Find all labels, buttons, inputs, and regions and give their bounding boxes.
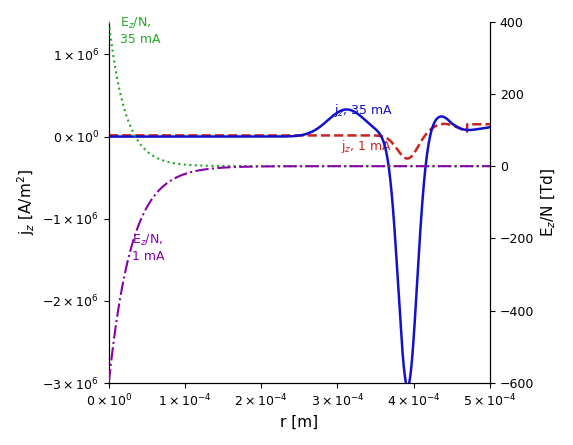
Text: E$_z$/N,
35 mA: E$_z$/N, 35 mA — [120, 16, 160, 46]
X-axis label: r [m]: r [m] — [280, 415, 319, 430]
Text: E$_z$/N,
1 mA: E$_z$/N, 1 mA — [132, 233, 164, 263]
Y-axis label: E$_z$/N [Td]: E$_z$/N [Td] — [540, 168, 558, 237]
Y-axis label: j$_z$ [A/m$^2$]: j$_z$ [A/m$^2$] — [15, 169, 37, 235]
Text: j$_z$, 1 mA: j$_z$, 1 mA — [342, 138, 393, 155]
Text: j$_z$, 35 mA: j$_z$, 35 mA — [333, 101, 393, 118]
